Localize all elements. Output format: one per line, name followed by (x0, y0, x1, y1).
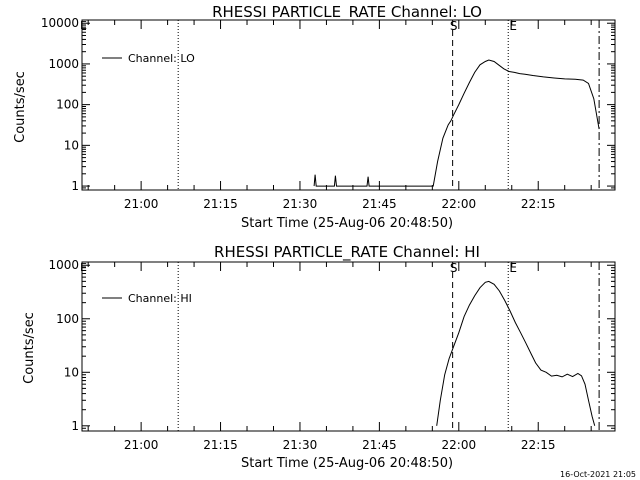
plot-area-lo: 1 10 100 1000 10000 21:00 21:15 21:30 21:45 22:00… (41, 16, 616, 211)
plot-area-hi: 1 10 100 1000 21:00 21:15 21:30 21:45 22:00 22:15… (48, 258, 616, 452)
y-tick-label: 10 (64, 365, 79, 379)
panel-hi: RHESSI PARTICLE_RATE Channel: HI 1101001… (22, 243, 616, 471)
y-tick-label: 100 (56, 312, 79, 326)
corner-marker-label: E (80, 261, 87, 274)
y-tick-label: 1 (71, 419, 79, 433)
x-tick-label: 21:30 (283, 438, 318, 452)
chart-title-lo: RHESSI PARTICLE_RATE Channel: LO (212, 3, 482, 22)
x-tick-label: 21:45 (362, 197, 397, 211)
legend-label: Channel: HI (128, 292, 192, 305)
end-marker-label: E (509, 19, 517, 33)
x-tick-label: 21:30 (283, 197, 318, 211)
y-tick-label: 1000 (48, 258, 79, 272)
legend-label: Channel: LO (128, 52, 195, 65)
series-line (436, 280, 596, 426)
panel-lo: RHESSI PARTICLE_RATE Channel: LO 1101001… (13, 3, 616, 231)
y-tick-label: 1000 (48, 57, 79, 71)
x-tick-label: 22:00 (442, 197, 477, 211)
y-axis-label-lo: Counts/sec (13, 71, 28, 143)
y-tick-label: 10 (64, 138, 79, 152)
start-marker-label: S (450, 19, 458, 33)
footer-timestamp: 16-Oct-2021 21:05 (560, 470, 636, 479)
y-tick-label: 10000 (41, 16, 79, 30)
corner-marker-label: E (80, 19, 87, 32)
series-line (313, 59, 600, 187)
start-marker-label: S (450, 261, 458, 275)
x-tick-label: 22:00 (442, 438, 477, 452)
x-tick-label: 21:00 (124, 197, 159, 211)
x-tick-label: 22:15 (521, 197, 556, 211)
end-marker-label: E (509, 261, 517, 275)
x-tick-label: 21:00 (124, 438, 159, 452)
x-tick-label: 21:15 (203, 197, 238, 211)
x-tick-label: 22:15 (521, 438, 556, 452)
plot-frame (81, 19, 616, 191)
x-axis-label-lo: Start Time (25-Aug-06 20:48:50) (241, 216, 453, 231)
x-axis-label-hi: Start Time (25-Aug-06 20:48:50) (241, 456, 453, 471)
y-tick-label: 100 (56, 98, 79, 112)
x-tick-label: 21:15 (203, 438, 238, 452)
y-axis-label-hi: Counts/sec (22, 312, 37, 384)
x-tick-label: 21:45 (362, 438, 397, 452)
chart-title-hi: RHESSI PARTICLE_RATE Channel: HI (214, 243, 480, 262)
plot-frame (81, 261, 616, 432)
y-tick-label: 1 (71, 179, 79, 193)
